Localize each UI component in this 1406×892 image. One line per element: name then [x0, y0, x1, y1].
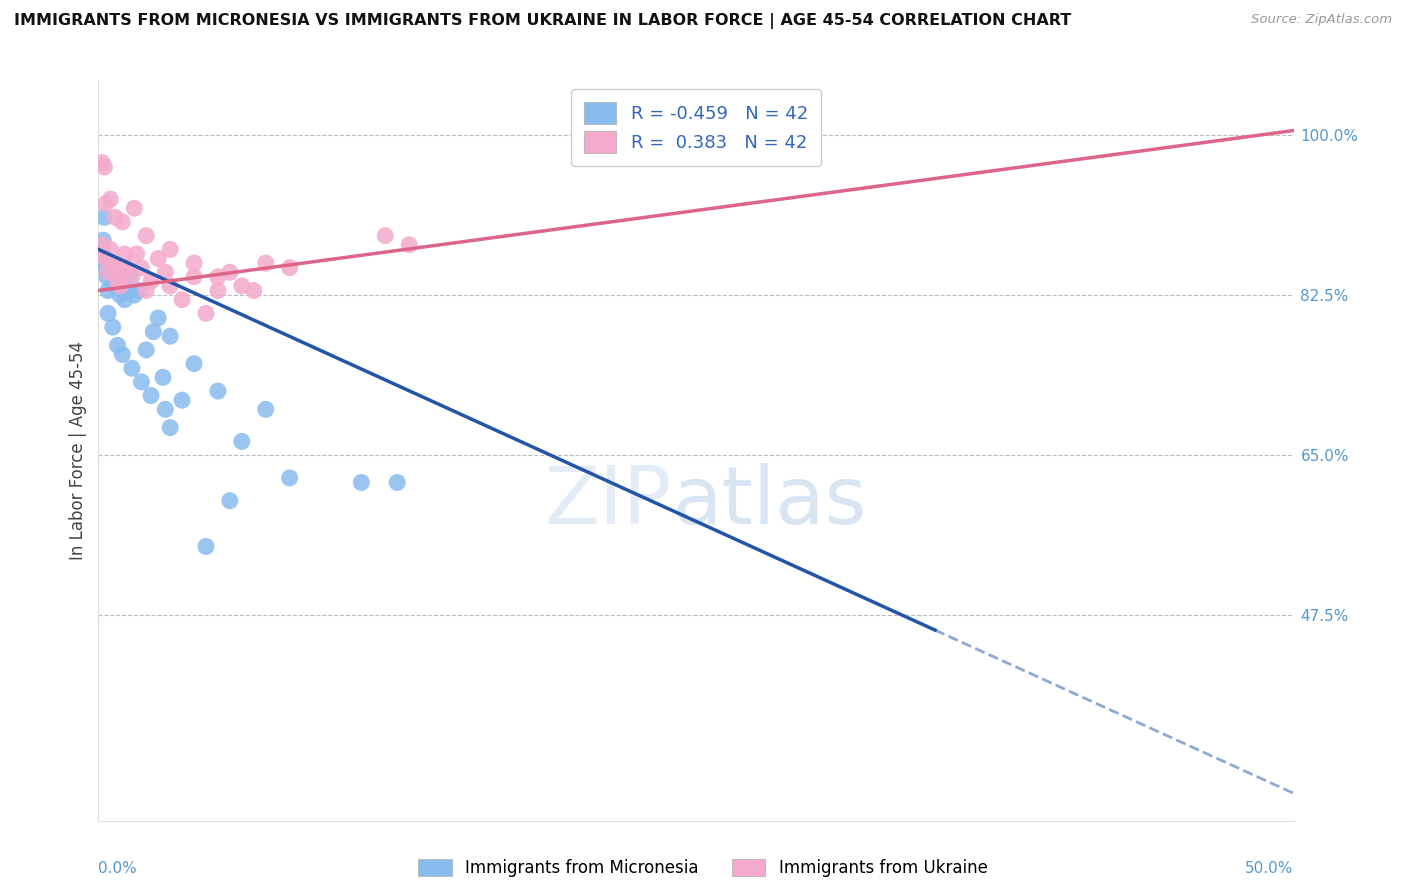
- Point: [91, 237, 114, 252]
- Point: [97, 284, 120, 298]
- Point: [124, 201, 146, 215]
- Point: [278, 471, 301, 485]
- Point: [139, 389, 162, 403]
- Point: [254, 402, 277, 417]
- Point: [90, 247, 112, 261]
- Point: [231, 279, 253, 293]
- Point: [207, 269, 229, 284]
- Point: [135, 284, 157, 298]
- Point: [374, 228, 396, 243]
- Point: [152, 370, 174, 384]
- Point: [172, 293, 194, 307]
- Point: [118, 269, 141, 284]
- Point: [155, 402, 177, 417]
- Text: ZIP: ZIP: [544, 463, 672, 541]
- Point: [104, 211, 127, 225]
- Point: [219, 265, 242, 279]
- Point: [111, 265, 134, 279]
- Point: [111, 274, 134, 288]
- Point: [131, 375, 153, 389]
- Point: [350, 475, 373, 490]
- Point: [114, 247, 136, 261]
- Point: [159, 329, 181, 343]
- Point: [101, 320, 124, 334]
- Y-axis label: In Labor Force | Age 45-54: In Labor Force | Age 45-54: [69, 341, 87, 560]
- Point: [108, 288, 131, 302]
- Point: [124, 288, 146, 302]
- Point: [183, 256, 205, 270]
- Point: [93, 211, 115, 225]
- Point: [243, 284, 266, 298]
- Point: [155, 265, 177, 279]
- Point: [96, 269, 118, 284]
- Point: [195, 540, 218, 554]
- Point: [104, 279, 127, 293]
- Point: [108, 279, 131, 293]
- Text: 0.0%: 0.0%: [98, 862, 138, 876]
- Point: [98, 265, 122, 279]
- Point: [207, 284, 229, 298]
- Point: [398, 237, 420, 252]
- Point: [148, 310, 170, 325]
- Point: [115, 260, 138, 275]
- Point: [172, 393, 194, 408]
- Point: [135, 228, 157, 243]
- Point: [254, 256, 277, 270]
- Point: [207, 384, 229, 398]
- Point: [159, 279, 181, 293]
- Legend: Immigrants from Micronesia, Immigrants from Ukraine: Immigrants from Micronesia, Immigrants f…: [412, 852, 994, 884]
- Point: [101, 274, 124, 288]
- Point: [91, 252, 114, 266]
- Point: [142, 325, 165, 339]
- Point: [231, 434, 253, 449]
- Point: [159, 420, 181, 434]
- Point: [104, 260, 127, 275]
- Point: [107, 338, 129, 352]
- Point: [148, 252, 170, 266]
- Point: [135, 343, 157, 357]
- Legend: R = -0.459   N = 42, R =  0.383   N = 42: R = -0.459 N = 42, R = 0.383 N = 42: [571, 89, 821, 166]
- Point: [128, 284, 150, 298]
- Point: [107, 265, 129, 279]
- Point: [97, 265, 120, 279]
- Point: [101, 256, 124, 270]
- Point: [139, 274, 162, 288]
- Point: [111, 215, 134, 229]
- Point: [115, 284, 138, 298]
- Text: atlas: atlas: [672, 463, 866, 541]
- Point: [98, 243, 122, 257]
- Point: [121, 361, 143, 376]
- Point: [91, 233, 114, 247]
- Point: [90, 247, 112, 261]
- Point: [159, 243, 181, 257]
- Point: [183, 357, 205, 371]
- Point: [385, 475, 409, 490]
- Text: 50.0%: 50.0%: [1246, 862, 1294, 876]
- Point: [111, 347, 134, 361]
- Point: [107, 274, 129, 288]
- Point: [183, 269, 205, 284]
- Text: Source: ZipAtlas.com: Source: ZipAtlas.com: [1251, 13, 1392, 27]
- Point: [114, 293, 136, 307]
- Point: [94, 196, 117, 211]
- Point: [195, 306, 218, 320]
- Point: [98, 192, 122, 206]
- Point: [219, 493, 242, 508]
- Point: [94, 260, 117, 275]
- Point: [278, 260, 301, 275]
- Point: [91, 155, 114, 169]
- Text: IMMIGRANTS FROM MICRONESIA VS IMMIGRANTS FROM UKRAINE IN LABOR FORCE | AGE 45-54: IMMIGRANTS FROM MICRONESIA VS IMMIGRANTS…: [14, 13, 1071, 29]
- Point: [121, 269, 143, 284]
- Point: [93, 160, 115, 174]
- Point: [131, 260, 153, 275]
- Point: [97, 306, 120, 320]
- Point: [94, 252, 117, 266]
- Point: [125, 247, 148, 261]
